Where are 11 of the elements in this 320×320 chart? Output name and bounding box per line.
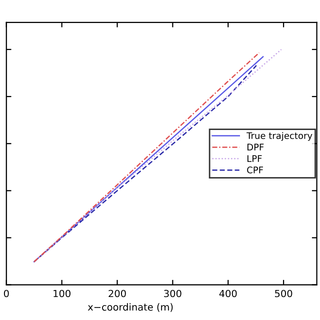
x-tick-label: 0 bbox=[4, 290, 9, 298]
x-tick-label: 200 bbox=[108, 290, 126, 298]
x-tick-label: 400 bbox=[219, 290, 237, 298]
legend-label: DPF bbox=[247, 144, 264, 150]
x-tick-label: 500 bbox=[275, 290, 292, 298]
x-tick-label: 300 bbox=[164, 290, 182, 298]
legend-label: CPF bbox=[247, 166, 263, 174]
x-tick-label: 100 bbox=[54, 290, 70, 298]
x-axis-title: x−coordinate (m) bbox=[88, 303, 173, 312]
legend-label: LPF bbox=[247, 155, 262, 162]
legend-label: True trajectory bbox=[246, 132, 312, 141]
